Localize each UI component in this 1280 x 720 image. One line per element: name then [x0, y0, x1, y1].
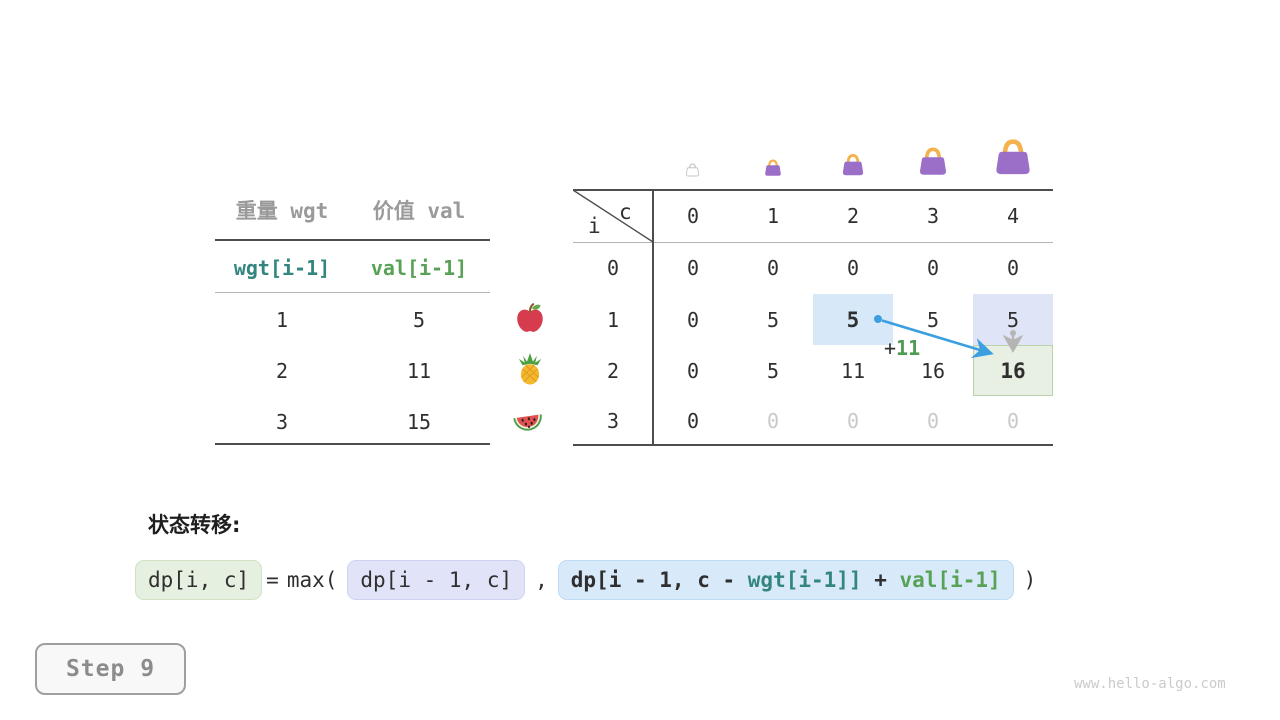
dp-cell-1-0: 0 — [686, 307, 700, 332]
dp-cell-2-1: 5 — [766, 358, 780, 383]
paren-close: ) — [1023, 568, 1037, 592]
corner-diagonal — [573, 190, 653, 242]
item-value: 5 — [412, 308, 426, 332]
arg-take-val: val[i-1] — [899, 568, 1001, 592]
bag-large-icon — [920, 147, 946, 175]
dp-cell-0-0: 0 — [686, 256, 700, 280]
dp-cell-1-3: 5 — [926, 307, 940, 332]
state-transition-formula: dp[i, c] = max( dp[i - 1, c] , dp[i - 1,… — [135, 560, 1040, 600]
apple-icon — [517, 303, 543, 332]
items-table-rule-mid — [215, 292, 490, 293]
dp-row-label: 2 — [606, 358, 620, 383]
dp-cell-2-3: 16 — [920, 358, 946, 383]
dp-cell-2-2: 11 — [840, 358, 866, 383]
bag-small-icon — [765, 159, 781, 176]
items-table-rule-top — [215, 239, 490, 241]
max-open: max( — [286, 568, 338, 592]
arrow-origin-dot — [874, 315, 882, 323]
arg-take-wgt: wgt[i-1]] — [747, 568, 862, 592]
dp-col-header: 0 — [686, 204, 700, 228]
formula-lhs: dp[i, c] — [135, 560, 263, 600]
formula-arg-skip: dp[i - 1, c] — [347, 560, 526, 600]
dp-rule-bottom — [573, 444, 1053, 446]
dp-rule-header — [573, 242, 1053, 243]
plus-sign: + — [884, 336, 897, 360]
bag-ghost-icon — [685, 163, 700, 177]
dp-table: c i 0 1 2 3 4 0 0 0 0 0 0 1 0 5 5 5 5 2 … — [573, 190, 1053, 445]
dp-col-header: 2 — [846, 204, 860, 228]
dp-cell-3-1: 0 — [766, 408, 780, 433]
bag-xlarge-icon — [996, 139, 1030, 175]
gray-arrow-dot — [1010, 330, 1016, 336]
dp-cell-3-3: 0 — [926, 408, 940, 433]
pineapple-icon — [518, 353, 542, 385]
item-value: 11 — [406, 359, 432, 383]
dp-rule-top — [573, 189, 1053, 191]
dp-row-label: 0 — [606, 256, 620, 280]
dp-cell-2-0: 0 — [686, 358, 700, 383]
items-table-rule-bottom — [215, 443, 490, 445]
dp-cell-1-1: 5 — [766, 307, 780, 332]
corner-row-label: i — [588, 214, 601, 238]
dp-col-header: 4 — [1006, 204, 1020, 228]
item-weight: 3 — [275, 410, 289, 434]
dp-cell-0-4: 0 — [1006, 256, 1020, 280]
transition-arrows — [874, 315, 1024, 359]
dp-cell-3-4: 0 — [1006, 408, 1020, 433]
equals-sign: = — [266, 568, 279, 592]
dp-corner-cell: c i — [573, 190, 653, 242]
dp-col-header: 1 — [766, 204, 780, 228]
formula-arg-take: dp[i - 1, c - wgt[i-1]] + val[i-1] — [557, 560, 1014, 600]
dp-cell-0-2: 0 — [846, 256, 860, 280]
corner-col-label: c — [619, 200, 632, 224]
take-item-arrow — [881, 319, 994, 359]
comma: , — [535, 568, 548, 592]
items-col-header-weight: 重量 wgt — [235, 199, 329, 223]
dp-rule-vertical — [652, 189, 654, 445]
dp-cell-3-2: 0 — [846, 408, 860, 433]
items-col-header-value: 价值 val — [372, 199, 466, 223]
dp-row-label: 3 — [606, 408, 620, 433]
step-indicator-button[interactable]: Step 9 — [35, 643, 186, 695]
state-transition-heading: 状态转移: — [148, 513, 241, 537]
added-value: 11 — [896, 336, 921, 360]
items-index-val: val[i-1] — [370, 256, 468, 280]
items-index-wgt: wgt[i-1] — [233, 256, 331, 280]
item-weight: 1 — [275, 308, 289, 332]
dp-cell-3-0: 0 — [686, 408, 700, 433]
watermark: www.hello-algo.com — [1074, 676, 1226, 692]
arg-take-prefix: dp[i - 1, c - — [570, 568, 748, 592]
dp-cell-0-3: 0 — [926, 256, 940, 280]
dp-col-header: 3 — [926, 204, 940, 228]
dp-cell-0-1: 0 — [766, 256, 780, 280]
item-weight: 2 — [275, 359, 289, 383]
dp-row-label: 1 — [606, 307, 620, 332]
arg-take-plus: + — [861, 568, 900, 592]
bag-medium-icon — [842, 154, 864, 176]
item-value: 15 — [406, 410, 432, 434]
added-value-annotation: +11 — [884, 337, 920, 359]
watermelon-icon — [513, 414, 542, 431]
